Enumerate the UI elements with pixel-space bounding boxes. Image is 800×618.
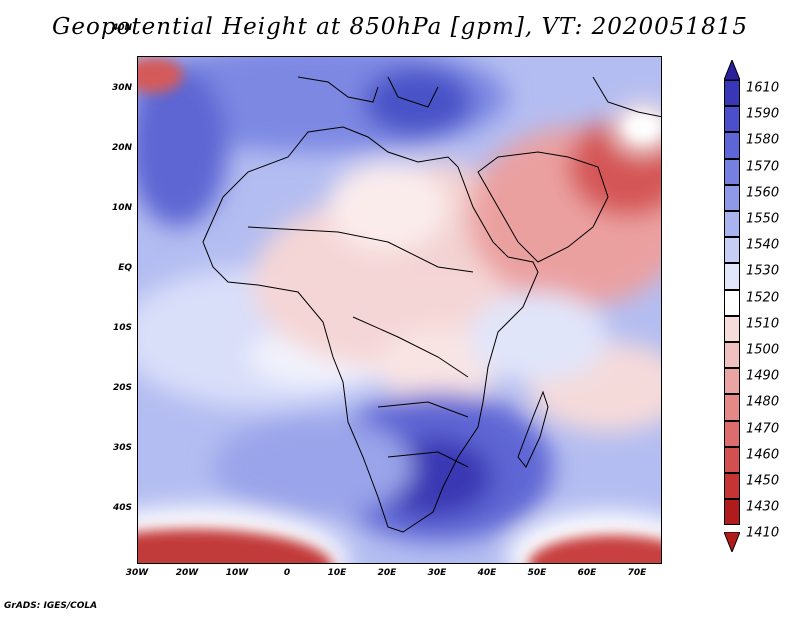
coastlines — [202, 76, 661, 533]
lon-tick-label: 40E — [477, 568, 497, 578]
lon-tick-label: 30E — [427, 568, 447, 578]
grads-credit: GrADS: IGES/COLA — [4, 601, 98, 611]
lon-tick-label: 70E — [627, 568, 647, 578]
colorbar-level-label: 1530 — [746, 263, 780, 279]
lat-tick-label: EQ — [118, 263, 132, 273]
colorbar-level-label: 1460 — [746, 447, 780, 463]
lon-tick-label: 30W — [125, 568, 149, 578]
colorbar-level-label: 1550 — [746, 211, 780, 227]
colorbar-level-label: 1520 — [746, 290, 780, 306]
colorbar-swatch — [724, 446, 740, 473]
lat-tick-label: 10S — [112, 323, 132, 333]
chart-title: Geopotential Height at 850hPa [gpm], VT:… — [52, 14, 748, 40]
lon-tick-label: 60E — [577, 568, 597, 578]
lon-tick-label: 10E — [327, 568, 347, 578]
lat-tick-label: 30S — [112, 443, 132, 453]
colorbar-level-label: 1560 — [746, 185, 780, 201]
lon-tick-label: 10W — [225, 568, 249, 578]
colorbar-level-label: 1570 — [746, 159, 780, 175]
colorbar-swatch — [724, 106, 740, 133]
lon-tick-label: 20E — [377, 568, 397, 578]
colorbar-swatch — [724, 368, 740, 395]
lat-tick-label: 40S — [112, 503, 132, 513]
colorbar-bottom-arrow — [724, 532, 740, 552]
colorbar-swatch — [724, 315, 740, 342]
colorbar-level-label: 1470 — [746, 421, 780, 437]
lat-tick-label: 20N — [111, 143, 132, 153]
colorbar-swatch — [724, 158, 740, 185]
colorbar-level-label: 1500 — [746, 342, 780, 358]
colorbar-level-label: 1580 — [746, 132, 780, 148]
colorbar-level-label: 1410 — [746, 525, 780, 541]
lon-tick-label: 0 — [283, 568, 291, 578]
colorbar-swatch — [724, 342, 740, 369]
colorbar-swatch — [724, 132, 740, 159]
colorbar-swatch — [724, 80, 740, 107]
lat-tick-label: 30N — [111, 83, 132, 93]
colorbar-level-label: 1480 — [746, 394, 780, 410]
colorbar-swatch — [724, 394, 740, 421]
colorbar-level-label: 1510 — [746, 316, 780, 332]
colorbar-level-label: 1490 — [746, 368, 780, 384]
lon-tick-label: 50E — [527, 568, 547, 578]
colorbar-swatch — [724, 499, 740, 526]
colorbar-level-label: 1450 — [746, 473, 780, 489]
colorbar-level-label: 1430 — [746, 499, 780, 515]
colorbar-top-arrow — [724, 60, 740, 80]
colorbar-level-label: 1610 — [746, 80, 780, 96]
colorbar-level-label: 1540 — [746, 237, 780, 253]
map-panel — [137, 56, 662, 564]
geopotential-field — [138, 57, 661, 563]
colorbar-swatch — [724, 473, 740, 500]
colorbar-level-label: 1590 — [746, 106, 780, 122]
lat-tick-label: 10N — [111, 203, 132, 213]
colorbar-swatch — [724, 263, 740, 290]
colorbar-swatch — [724, 237, 740, 264]
colorbar-swatch — [724, 211, 740, 238]
lat-tick-label: 40N — [111, 23, 132, 33]
lat-tick-label: 20S — [112, 383, 132, 393]
lon-tick-label: 20W — [175, 568, 199, 578]
colorbar-swatch — [724, 289, 740, 316]
colorbar-swatch — [724, 184, 740, 211]
colorbar-swatch — [724, 420, 740, 447]
